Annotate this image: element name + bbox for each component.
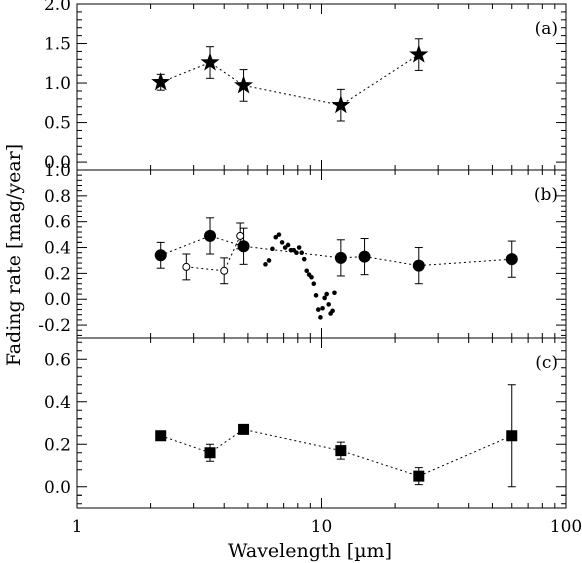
filled-circle-marker bbox=[358, 250, 371, 263]
small-dot-marker bbox=[301, 256, 307, 262]
star-marker bbox=[331, 95, 351, 114]
small-dot-marker bbox=[313, 293, 319, 298]
y-tick-label: 0.6 bbox=[44, 213, 71, 233]
open-circle-marker bbox=[236, 231, 245, 240]
series-connector bbox=[186, 235, 241, 272]
filled-circle-marker bbox=[412, 259, 425, 272]
small-dot-marker bbox=[294, 250, 299, 256]
star-marker bbox=[151, 72, 171, 91]
filled-circle-marker bbox=[237, 240, 250, 253]
y-tick-label: 0.4 bbox=[44, 239, 71, 259]
filled-square-marker bbox=[335, 445, 347, 457]
series-connector bbox=[160, 54, 420, 106]
small-dot-marker bbox=[296, 245, 302, 250]
small-dot-marker bbox=[276, 232, 282, 237]
small-dot-marker bbox=[266, 258, 272, 263]
filled-square-marker bbox=[204, 447, 216, 459]
small-dot-marker bbox=[322, 295, 327, 301]
open-circle-marker bbox=[220, 266, 229, 275]
small-dot-marker bbox=[263, 262, 268, 267]
x-tick-label: 1 bbox=[72, 517, 83, 537]
y-tick-label: 0.5 bbox=[44, 114, 71, 134]
y-tick-label: 0.4 bbox=[44, 393, 71, 413]
series-connector bbox=[160, 428, 512, 477]
series-filled-circle bbox=[154, 217, 518, 285]
y-tick-label: 0.2 bbox=[44, 264, 71, 284]
small-dot-marker bbox=[282, 245, 288, 250]
panel-label: (c) bbox=[535, 353, 558, 373]
panels-group: 0.0 0.5 1.0 1.5 2.0 (a) -0.2 0.0 0.2 0.4 0.6 0.8 1.0… bbox=[38, 0, 567, 509]
small-dot-marker bbox=[315, 307, 321, 312]
y-tick-label: 0.8 bbox=[44, 187, 71, 207]
series-small-dot bbox=[263, 232, 337, 320]
filled-circle-marker bbox=[505, 253, 518, 266]
panel-frame bbox=[76, 337, 567, 509]
y-tick-label: -0.2 bbox=[38, 316, 71, 336]
star-marker bbox=[200, 52, 220, 71]
filled-circle-marker bbox=[154, 249, 167, 262]
small-dot-marker bbox=[304, 268, 310, 274]
filled-square-marker bbox=[238, 423, 250, 435]
open-circle-marker bbox=[182, 262, 191, 271]
panel-label: (b) bbox=[534, 185, 558, 205]
y-tick-label: 0.2 bbox=[44, 435, 71, 455]
x-axis-title: Wavelength [µm] bbox=[228, 540, 392, 562]
y-axis-title: Fading rate [mag/year] bbox=[3, 144, 25, 366]
series-open-circle bbox=[182, 222, 245, 285]
filled-square-marker bbox=[155, 430, 167, 442]
small-dot-marker bbox=[320, 305, 325, 311]
small-dot-marker bbox=[318, 315, 323, 320]
y-tick-label: 0.6 bbox=[44, 350, 71, 370]
y-tick-label: 1.0 bbox=[44, 74, 71, 94]
filled-square-marker bbox=[506, 430, 518, 442]
y-tick-label: 1.0 bbox=[44, 161, 71, 181]
star-marker bbox=[409, 44, 429, 63]
small-dot-marker bbox=[324, 291, 329, 297]
star-marker bbox=[234, 75, 254, 94]
small-dot-marker bbox=[332, 290, 337, 296]
y-tick-label: 2.0 bbox=[44, 0, 71, 15]
panel-label: (a) bbox=[535, 19, 558, 39]
y-tick-label: 0.0 bbox=[44, 478, 71, 498]
filled-circle-marker bbox=[204, 229, 217, 242]
small-dot-marker bbox=[299, 250, 305, 256]
x-tick-label: 10 bbox=[311, 517, 333, 537]
small-dot-marker bbox=[270, 246, 275, 252]
x-axis-tick-labels: 1 10 100 bbox=[72, 517, 582, 537]
y-tick-label: 0.0 bbox=[44, 153, 71, 173]
small-dot-marker bbox=[279, 240, 285, 245]
small-dot-marker bbox=[285, 242, 291, 248]
y-tick-label: 1.5 bbox=[44, 35, 71, 55]
series-star bbox=[151, 38, 429, 122]
panel-frame bbox=[76, 169, 567, 339]
panel-frame bbox=[76, 3, 567, 171]
small-dot-marker bbox=[309, 274, 314, 280]
panel-1: -0.2 0.0 0.2 0.4 0.6 0.8 1.0 (b) bbox=[38, 161, 567, 339]
panel-0: 0.0 0.5 1.0 1.5 2.0 (a) bbox=[44, 0, 567, 173]
filled-square-marker bbox=[413, 470, 425, 482]
small-dot-marker bbox=[273, 234, 279, 240]
panel-2: 0.0 0.2 0.4 0.6 (c) bbox=[44, 337, 567, 509]
small-dot-marker bbox=[311, 281, 317, 287]
x-tick-label: 100 bbox=[550, 517, 582, 537]
filled-circle-marker bbox=[334, 251, 347, 264]
y-tick-label: 0.0 bbox=[44, 290, 71, 310]
small-dot-marker bbox=[326, 302, 331, 307]
series-filled-square bbox=[155, 384, 518, 488]
small-dot-marker bbox=[330, 308, 335, 314]
